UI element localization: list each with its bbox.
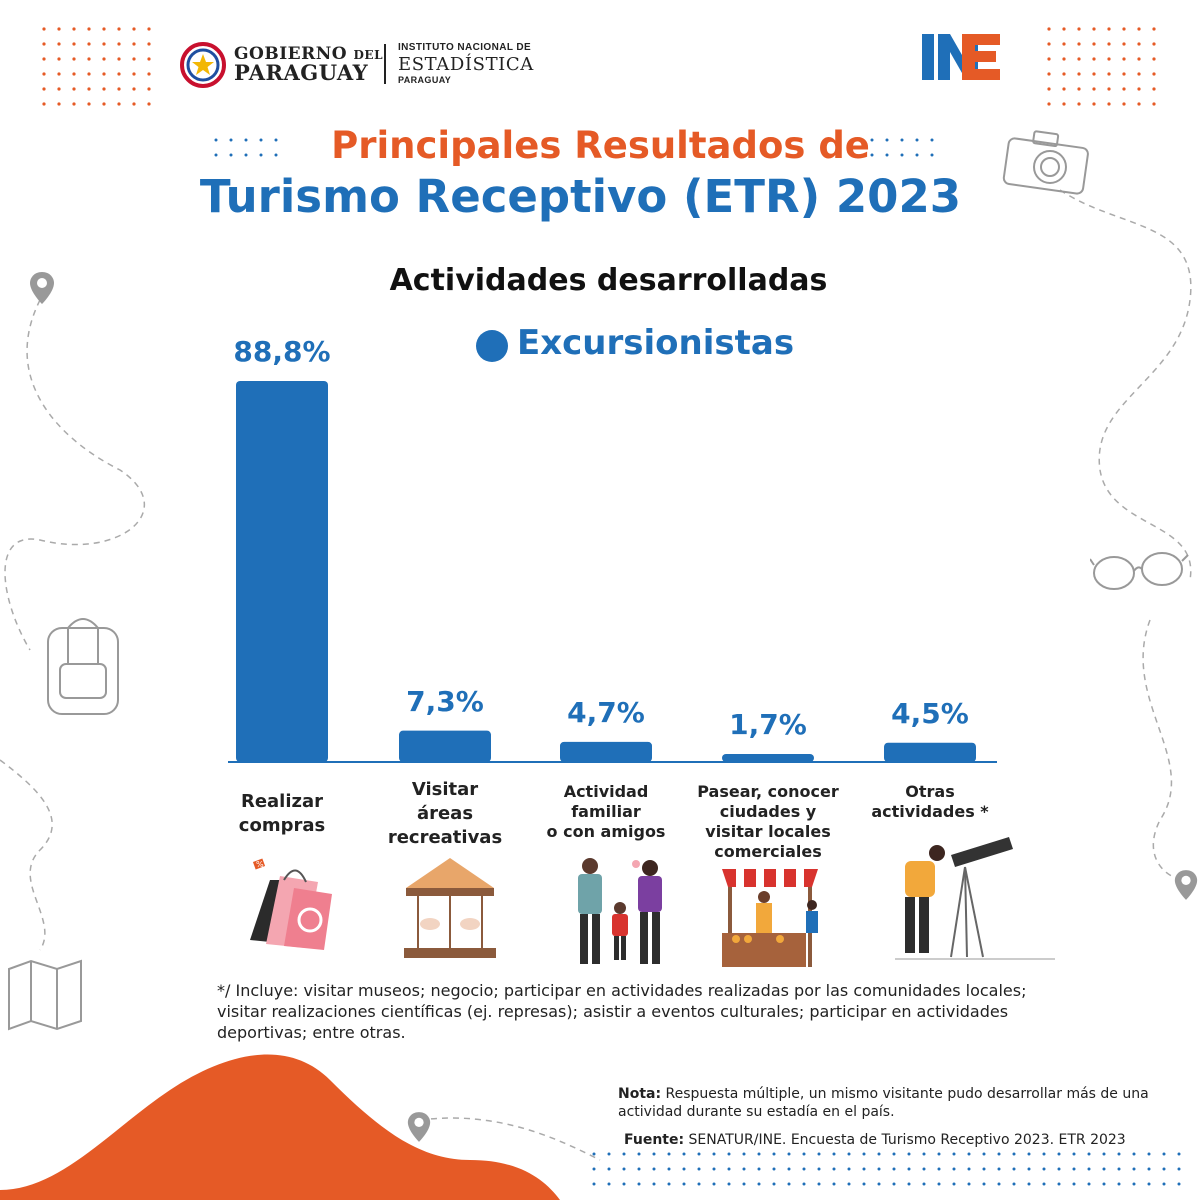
government-name-line1: GOBIERNO DEL [234, 44, 384, 64]
nota-label: Nota: [618, 1086, 662, 1102]
category-label-line: o con amigos [546, 822, 666, 841]
title-line1: Principales Resultados de [331, 124, 870, 167]
category-label: Visitar áreas recreativas [365, 778, 525, 850]
dot-grid-bottom [592, 1152, 1181, 1186]
bar-value-label: 4,7% [567, 695, 645, 729]
map-pin-icon [407, 1112, 431, 1142]
map-pin-icon [1174, 870, 1198, 900]
telescope-icon [895, 837, 1055, 960]
shopping-bags-icon: % [250, 858, 332, 950]
fuente-label: Fuente: [624, 1132, 685, 1148]
camera-icon [1002, 130, 1089, 195]
category-label-line: Realizar [240, 791, 324, 812]
category-label: Pasear, conocer ciudades y visitar locales… [688, 782, 848, 862]
bar-value-label: 4,5% [891, 696, 969, 730]
category-label-line: comerciales [714, 842, 822, 861]
folded-map-icon [8, 959, 82, 1031]
category-label: Realizar compras [202, 790, 362, 838]
footnote: */ Incluye: visitar museos; negocio; par… [217, 981, 1027, 1042]
bar [236, 381, 328, 762]
bar-chart [228, 381, 997, 763]
ine-name-line2: ESTADÍSTICA [398, 54, 534, 75]
category-label-line: recreativas [387, 827, 503, 848]
map-pin-icon [30, 272, 54, 304]
bar [560, 741, 652, 762]
paraguay-coat-of-arms-logo [180, 42, 226, 88]
nota: Nota: Respuesta múltiple, un mismo visit… [618, 1085, 1178, 1121]
fuente-text: SENATUR/INE. Encuesta de Turismo Recepti… [688, 1132, 1126, 1148]
bar [884, 742, 976, 762]
backpack-icon [47, 618, 119, 715]
category-label-line: familiar [571, 802, 641, 821]
bar-value-label: 88,8% [233, 335, 331, 368]
category-label: Otras actividades * [850, 782, 1010, 822]
header-divider [384, 44, 386, 84]
chart-title: Actividades desarrolladas [389, 263, 828, 298]
ine-name-line3: PARAGUAY [398, 75, 452, 85]
category-label-line: áreas [416, 803, 474, 824]
bar [399, 730, 491, 762]
legend-label: Excursionistas [517, 323, 795, 363]
category-label: Actividad familiar o con amigos [526, 782, 686, 842]
fuente: Fuente: SENATUR/INE. Encuesta de Turismo… [624, 1131, 1194, 1149]
nota-text: Respuesta múltiple, un mismo visitante p… [618, 1086, 1149, 1120]
family-icon [578, 858, 662, 964]
dot-grid-top-right [1047, 27, 1156, 106]
ine-name-line1: INSTITUTO NACIONAL DE [398, 42, 532, 53]
title-dots-right [870, 138, 934, 157]
category-label-line: Visitar [411, 779, 479, 800]
dot-grid-top-left [42, 27, 151, 106]
category-label-line: Pasear, conocer [697, 782, 839, 801]
title-line2: Turismo Receptivo (ETR) 2023 [199, 170, 962, 223]
ine-logo [922, 34, 1000, 80]
category-label-line: Actividad [563, 782, 649, 801]
bar-value-label: 7,3% [406, 684, 484, 718]
category-label-line: actividades * [871, 802, 989, 821]
sunglasses-icon [1090, 552, 1189, 590]
category-label-line: compras [238, 815, 326, 836]
bar-value-label: 1,7% [729, 708, 807, 741]
decorative-orange-wave [0, 1054, 560, 1200]
category-label-line: Otras [905, 782, 955, 801]
svg-text:%: % [256, 860, 264, 869]
title-dots-left [214, 138, 278, 157]
category-label-line: ciudades y [719, 802, 817, 821]
market-stall-icon [722, 869, 818, 967]
government-name-line2: PARAGUAY [234, 60, 369, 85]
legend-marker [476, 330, 508, 362]
carousel-icon [404, 858, 496, 958]
bar [722, 754, 814, 762]
category-label-line: visitar locales [705, 822, 831, 841]
